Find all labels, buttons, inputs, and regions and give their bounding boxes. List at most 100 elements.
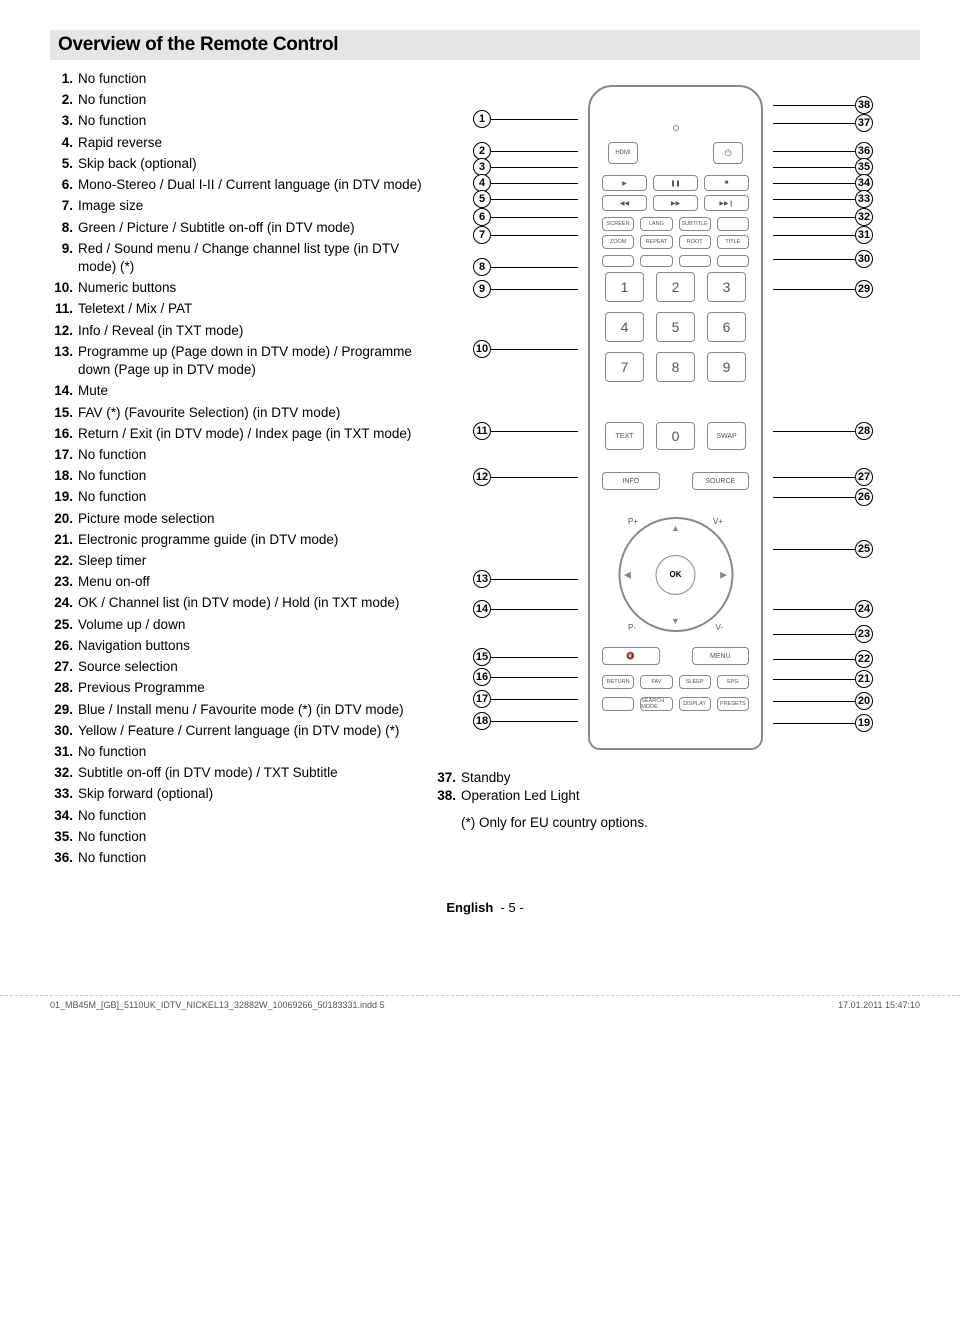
callout-37: 37 [855, 114, 873, 132]
function-item: 16.Return / Exit (in DTV mode) / Index p… [50, 425, 425, 443]
numpad: 123456789 [605, 272, 746, 382]
function-item: 15.FAV (*) (Favourite Selection) (in DTV… [50, 404, 425, 422]
function-item: 25.Volume up / down [50, 616, 425, 634]
callout-12: 12 [473, 468, 491, 486]
callout-28: 28 [855, 422, 873, 440]
doc-date: 17.01.2011 15:47:10 [838, 1000, 920, 1010]
callout-8: 8 [473, 258, 491, 276]
page-footer: English - 5 - [50, 900, 920, 915]
number-8-button: 8 [656, 352, 695, 382]
lang-button: LANG [640, 217, 672, 231]
swap-button: SWAP [707, 422, 746, 450]
note: (*) Only for EU country options. [433, 815, 920, 830]
function-list-right: 37.Standby 38.Operation Led Light (*) Onl… [433, 770, 920, 830]
function-item: 32.Subtitle on-off (in DTV mode) / TXT S… [50, 764, 425, 782]
red-button [602, 255, 634, 267]
callout-22: 22 [855, 650, 873, 668]
led-icon [673, 125, 679, 131]
return-button: RETURN [602, 675, 634, 689]
callout-31: 31 [855, 226, 873, 244]
remote-body: HDMI ⏻ ▶ ❚❚ ■ ◀◀ ▶▶ ▶▶❙ [588, 85, 763, 750]
epg-button: EPG [717, 675, 749, 689]
doc-file: 01_MB45M_[GB]_5110UK_IDTV_NICKEL13_32882… [50, 1000, 385, 1010]
presets-button: PRESETS [717, 697, 749, 711]
zero-button: 0 [656, 422, 695, 450]
callout-17: 17 [473, 690, 491, 708]
function-item: 6.Mono-Stereo / Dual I-II / Current lang… [50, 176, 425, 194]
callout-10: 10 [473, 340, 491, 358]
callout-15: 15 [473, 648, 491, 666]
forward-button: ▶▶ [653, 195, 698, 211]
callout-26: 26 [855, 488, 873, 506]
callout-13: 13 [473, 570, 491, 588]
number-1-button: 1 [605, 272, 644, 302]
function-item: 37.Standby [433, 770, 920, 785]
number-7-button: 7 [605, 352, 644, 382]
blue-button [717, 255, 749, 267]
function-item: 2.No function [50, 91, 425, 109]
callout-14: 14 [473, 600, 491, 618]
callout-33: 33 [855, 190, 873, 208]
power-button: ⏻ [713, 142, 743, 164]
p-minus-label: P- [628, 623, 636, 632]
function-item: 13.Programme up (Page down in DTV mode) … [50, 343, 425, 379]
fav-button: FAV [640, 675, 672, 689]
function-item: 24.OK / Channel list (in DTV mode) / Hol… [50, 594, 425, 612]
function-item: 14.Mute [50, 382, 425, 400]
callout-5: 5 [473, 190, 491, 208]
remote-diagram: 123456789101112131415161718 383736353433… [473, 70, 873, 760]
menu-button: MENU [692, 647, 750, 665]
callout-24: 24 [855, 600, 873, 618]
callout-21: 21 [855, 670, 873, 688]
footer-lang: English [446, 900, 493, 915]
number-2-button: 2 [656, 272, 695, 302]
callout-20: 20 [855, 692, 873, 710]
hdmi-button: HDMI [608, 142, 638, 164]
function-item: 11.Teletext / Mix / PAT [50, 300, 425, 318]
skip-button: ▶▶❙ [704, 195, 749, 211]
screen-button: SCREEN [602, 217, 634, 231]
source-button: SOURCE [692, 472, 750, 490]
document-footer: 01_MB45M_[GB]_5110UK_IDTV_NICKEL13_32882… [0, 995, 960, 1018]
callout-27: 27 [855, 468, 873, 486]
function-item: 26.Navigation buttons [50, 637, 425, 655]
play-button: ▶ [602, 175, 647, 191]
callout-29: 29 [855, 280, 873, 298]
mute-button: 🔇 [602, 647, 660, 665]
callout-6: 6 [473, 208, 491, 226]
function-item: 28.Previous Programme [50, 679, 425, 697]
function-list-left: 1.No function2.No function3.No function4… [50, 70, 425, 870]
function-item: 12.Info / Reveal (in TXT mode) [50, 322, 425, 340]
function-item: 27.Source selection [50, 658, 425, 676]
bottom-1-button [602, 697, 634, 711]
display-button: DISPLAY [679, 697, 711, 711]
callout-16: 16 [473, 668, 491, 686]
callout-23: 23 [855, 625, 873, 643]
callout-9: 9 [473, 280, 491, 298]
search-mode-button: SEARCH MODE [640, 697, 672, 711]
sleep-button: SLEEP [679, 675, 711, 689]
function-item: 19.No function [50, 488, 425, 506]
yellow-button [679, 255, 711, 267]
text-button: TEXT [605, 422, 644, 450]
function-item: 1.No function [50, 70, 425, 88]
callout-32: 32 [855, 208, 873, 226]
function-item: 18.No function [50, 467, 425, 485]
nav-ring: OK P+ V+ P- V- ▲ ▼ ◀ ▶ [618, 517, 733, 632]
function-item: 31.No function [50, 743, 425, 761]
number-3-button: 3 [707, 272, 746, 302]
subtitle-button: SUBTITLE [679, 217, 711, 231]
function-item: 38.Operation Led Light [433, 788, 920, 803]
function-item: 7.Image size [50, 197, 425, 215]
function-item: 34.No function [50, 807, 425, 825]
v-plus-label: V+ [713, 517, 723, 526]
callout-11: 11 [473, 422, 491, 440]
function-item: 9.Red / Sound menu / Change channel list… [50, 240, 425, 276]
function-item: 30.Yellow / Feature / Current language (… [50, 722, 425, 740]
function-item: 10.Numeric buttons [50, 279, 425, 297]
stop-button: ■ [704, 175, 749, 191]
rewind-button: ◀◀ [602, 195, 647, 211]
callout-7: 7 [473, 226, 491, 244]
blank-button [717, 217, 749, 231]
function-item: 17.No function [50, 446, 425, 464]
